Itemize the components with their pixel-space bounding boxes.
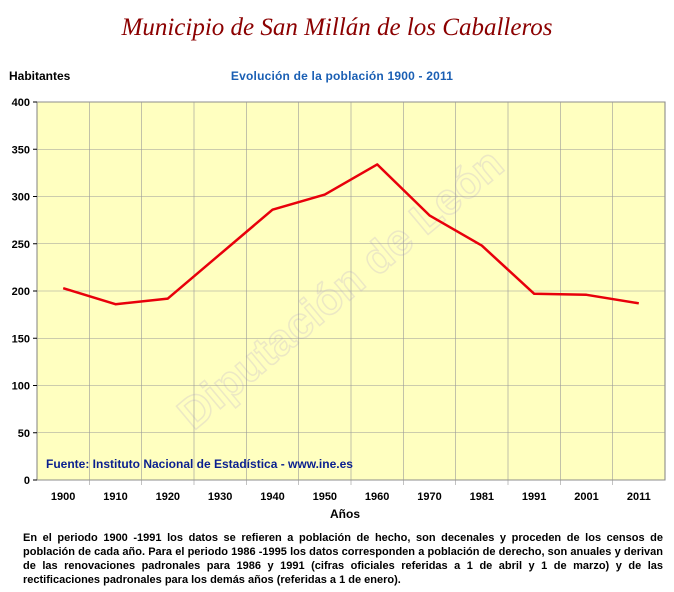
population-line — [62, 163, 640, 306]
y-tick-label: 350 — [12, 144, 30, 156]
source-note: Fuente: Instituto Nacional de Estadístic… — [46, 457, 353, 471]
y-axis-label: Habitantes — [9, 69, 71, 83]
y-tick-label: 50 — [18, 428, 30, 440]
x-tick-label: 2011 — [627, 491, 651, 503]
x-axis: 1900 1910 1920 1930 1940 1950 1960 1970 1981 1991… — [51, 491, 651, 503]
y-axis: 0 50 100 150 200 250 300 350 400 — [12, 97, 37, 487]
methodology-note: En el periodo 1900 -1991 los datos se re… — [23, 532, 663, 586]
y-tick-label: 100 — [12, 381, 30, 393]
population-chart: Diputación de León 050100150200250300350… — [12, 97, 666, 503]
gridlines — [37, 101, 665, 485]
x-tick-label: 1960 — [365, 491, 389, 503]
x-tick-label: 1930 — [208, 491, 232, 503]
x-tick-label: 1950 — [313, 491, 337, 503]
x-tick-label: 1991 — [522, 491, 546, 503]
y-tick-label: 0 — [24, 475, 30, 487]
x-tick-label: 1910 — [103, 491, 127, 503]
page-title: Municipio de San Millán de los Caballero… — [121, 14, 553, 41]
x-tick-label: 1920 — [156, 491, 180, 503]
chart-title: Evolución de la población 1900 - 2011 — [230, 69, 454, 83]
x-tick-label: 1900 — [51, 491, 75, 503]
x-tick-label: 1940 — [260, 491, 284, 503]
x-tick-label: 2001 — [574, 491, 598, 503]
x-axis-label: Años — [330, 507, 360, 521]
y-tick-label: 250 — [12, 239, 30, 251]
x-tick-label: 1981 — [470, 491, 494, 503]
x-tick-label: 1970 — [417, 491, 441, 503]
y-tick-label: 400 — [12, 97, 30, 109]
y-tick-label: 200 — [12, 286, 30, 298]
y-tick-label: 300 — [12, 192, 30, 204]
y-tick-label: 150 — [12, 333, 30, 345]
